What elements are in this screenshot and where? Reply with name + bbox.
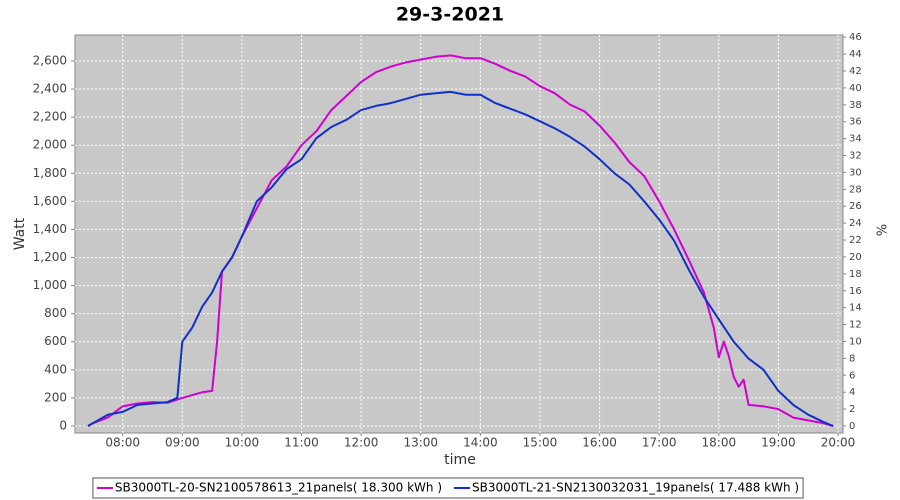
plot-area [74, 34, 844, 434]
y-tick-label: 1,400 [33, 222, 67, 236]
x-tick-label: 11:00 [284, 436, 319, 450]
chart-title: 29-3-2021 [396, 4, 504, 26]
y-tick-label: 1,200 [33, 250, 67, 264]
y2-tick-label: 28 [849, 184, 862, 195]
y2-tick-label: 12 [849, 320, 862, 331]
y2-axis-label: % [873, 224, 888, 236]
x-tick-label: 09:00 [165, 436, 200, 450]
y2-tick-label: 32 [849, 151, 862, 162]
legend: SB3000TL-20-SN2100578613_21panels( 18.30… [92, 477, 804, 499]
x-tick-label: 15:00 [523, 436, 558, 450]
y2-tick-label: 18 [849, 269, 862, 280]
x-axis-label: time [444, 452, 476, 468]
y2-tick-label: 10 [849, 336, 862, 347]
x-tick-label: 17:00 [642, 436, 677, 450]
y2-tick-label: 42 [849, 66, 862, 77]
y2-tick-label: 20 [849, 252, 862, 263]
y2-tick-label: 30 [849, 167, 862, 178]
x-tick-label: 20:00 [821, 436, 856, 450]
y-tick-label: 2,600 [33, 53, 67, 67]
y2-tick-label: 46 [849, 32, 862, 43]
y2-tick-label: 38 [849, 100, 862, 111]
y2-tick-label: 16 [849, 286, 862, 297]
y2-tick-label: 34 [849, 134, 862, 145]
y2-tick-label: 14 [849, 303, 862, 314]
legend-label: SB3000TL-21-SN2130032031_19panels( 17.48… [472, 481, 799, 495]
x-tick-label: 19:00 [761, 436, 796, 450]
x-tick-label: 18:00 [702, 436, 737, 450]
y-tick-label: 800 [44, 306, 67, 320]
legend-label: SB3000TL-20-SN2100578613_21panels( 18.30… [115, 481, 442, 495]
x-tick-label: 13:00 [403, 436, 438, 450]
y2-tick-label: 26 [849, 201, 862, 212]
x-tick-label: 16:00 [582, 436, 617, 450]
y2-tick-label: 24 [849, 218, 862, 229]
y2-tick-label: 40 [849, 83, 862, 94]
x-tick-label: 14:00 [463, 436, 498, 450]
y-tick-label: 200 [44, 390, 67, 404]
legend-box [92, 477, 804, 499]
y2-tick-label: 44 [849, 49, 862, 60]
y2-tick-label: 22 [849, 235, 862, 246]
y-tick-label: 2,200 [33, 110, 67, 124]
y-tick-label: 0 [59, 418, 67, 432]
y2-tick-label: 0 [849, 421, 855, 432]
y2-tick-label: 4 [849, 387, 855, 398]
y2-tick-label: 8 [849, 353, 855, 364]
y-tick-label: 600 [44, 334, 67, 348]
y-tick-label: 2,000 [33, 138, 67, 152]
series-line [87, 90, 834, 427]
x-tick-label: 10:00 [225, 436, 260, 450]
y2-tick-label: 6 [849, 370, 855, 381]
x-tick-label: 12:00 [344, 436, 379, 450]
y-tick-label: 1,800 [33, 166, 67, 180]
series-line [87, 54, 834, 427]
y-tick-label: 1,600 [33, 194, 67, 208]
y-axis-label: Watt [12, 217, 28, 250]
y2-tick-label: 2 [849, 404, 855, 415]
y-tick-label: 1,000 [33, 278, 67, 292]
y-tick-label: 400 [44, 362, 67, 376]
y-tick-label: 2,400 [33, 82, 67, 96]
y2-tick-label: 36 [849, 117, 862, 128]
x-tick-label: 08:00 [105, 436, 140, 450]
